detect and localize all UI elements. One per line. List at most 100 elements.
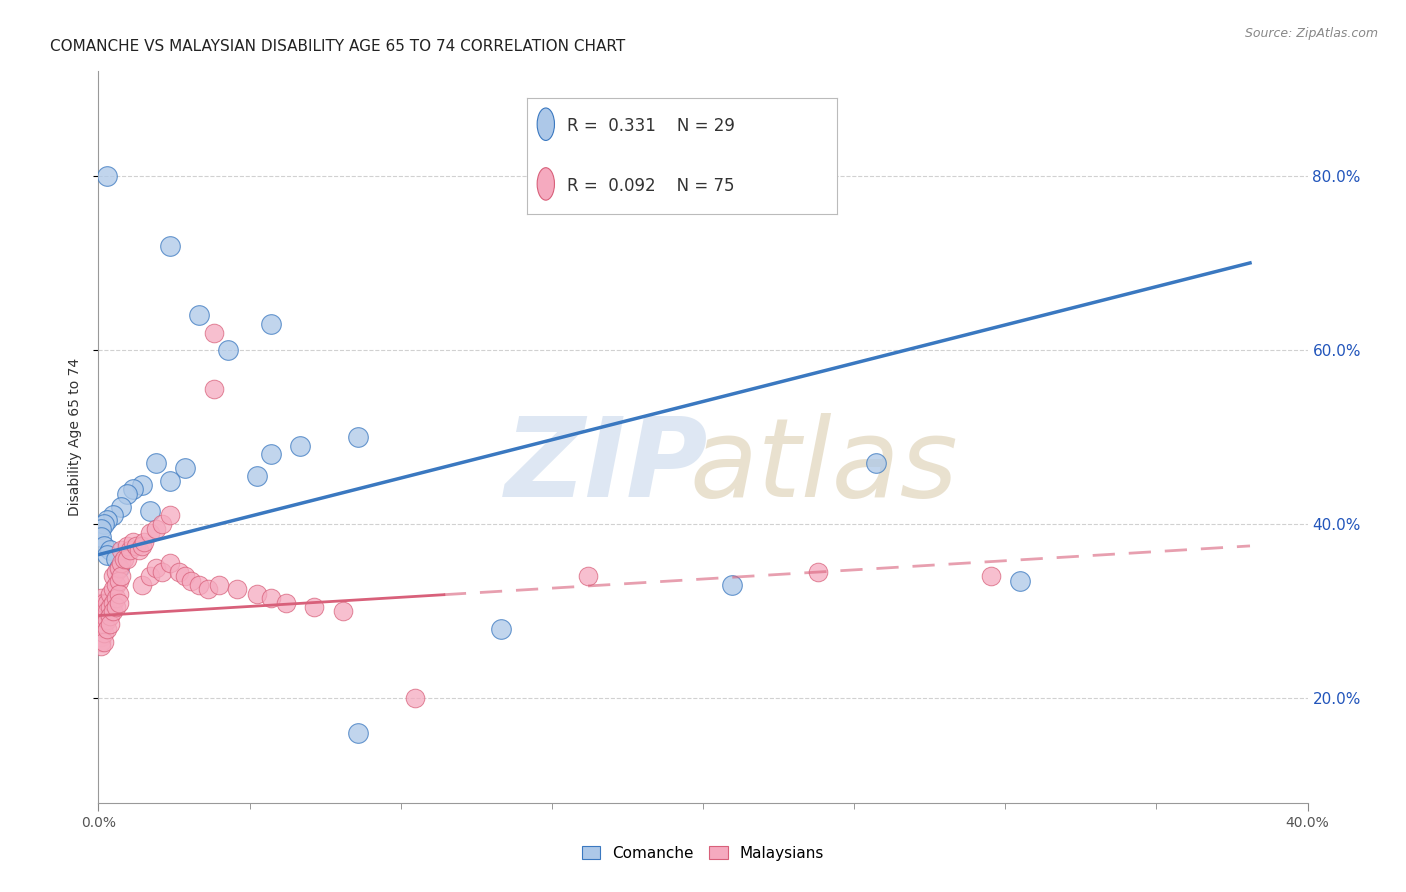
Point (93, 617, 115, 632)
Point (90, 530, 112, 544)
Point (115, 539, 138, 553)
Point (93, 539, 115, 553)
Point (145, 560, 167, 574)
Point (125, 539, 148, 553)
Point (110, 500, 132, 514)
Point (159, 474, 181, 488)
Point (131, 478, 153, 492)
Point (491, 622, 513, 636)
Point (93, 608, 115, 623)
Point (139, 569, 162, 583)
Point (96, 622, 118, 636)
Point (150, 517, 173, 532)
Point (107, 560, 129, 574)
Point (288, 439, 311, 453)
Point (101, 604, 124, 618)
Point (90, 595, 112, 609)
Point (131, 578, 153, 592)
Point (208, 578, 231, 592)
Point (90, 631, 112, 645)
Point (96, 513, 118, 527)
Point (98, 599, 121, 614)
Point (96, 595, 118, 609)
Point (159, 557, 181, 571)
Text: R =  0.092    N = 75: R = 0.092 N = 75 (568, 177, 735, 194)
Point (90, 622, 112, 636)
Point (720, 578, 742, 592)
Point (346, 430, 368, 444)
Point (145, 456, 167, 470)
Point (90, 521, 112, 535)
Point (90, 634, 112, 648)
Point (260, 317, 283, 331)
Point (110, 543, 132, 558)
Point (104, 565, 127, 579)
Point (110, 569, 132, 583)
Point (101, 508, 124, 523)
Point (346, 726, 368, 740)
Circle shape (537, 108, 554, 140)
Point (260, 591, 283, 606)
Legend: Comanche, Malaysians: Comanche, Malaysians (574, 838, 832, 868)
Point (96, 169, 118, 183)
Point (260, 448, 283, 462)
Point (115, 486, 138, 500)
Point (104, 578, 127, 592)
Point (96, 548, 118, 562)
Point (217, 343, 239, 357)
Text: atlas: atlas (689, 413, 959, 520)
Point (134, 534, 156, 549)
Point (90, 599, 112, 614)
Point (202, 382, 225, 396)
Point (90, 613, 112, 627)
Point (128, 543, 150, 558)
Point (159, 238, 181, 252)
Point (96, 613, 118, 627)
Point (304, 599, 326, 614)
Point (145, 521, 167, 535)
Point (93, 517, 115, 532)
Point (107, 595, 129, 609)
Point (96, 604, 118, 618)
Point (173, 569, 195, 583)
Point (188, 308, 211, 322)
Point (139, 525, 162, 540)
Point (90, 591, 112, 606)
Point (1008, 574, 1031, 588)
Point (122, 534, 145, 549)
Point (93, 626, 115, 640)
Point (101, 595, 124, 609)
Point (139, 504, 162, 518)
Point (807, 565, 830, 579)
Point (98, 608, 121, 623)
Point (150, 565, 173, 579)
Point (159, 508, 181, 523)
Point (120, 543, 142, 558)
Point (865, 456, 887, 470)
Point (274, 595, 297, 609)
Point (93, 604, 115, 618)
Point (90, 639, 112, 653)
Point (98, 543, 121, 558)
Point (93, 634, 115, 648)
Point (101, 582, 124, 597)
Point (173, 460, 195, 475)
Point (101, 569, 124, 583)
Point (122, 483, 145, 497)
Point (404, 691, 426, 706)
Point (110, 557, 132, 571)
Point (112, 552, 135, 566)
Point (197, 582, 219, 597)
Point (202, 326, 225, 340)
Text: COMANCHE VS MALAYSIAN DISABILITY AGE 65 TO 74 CORRELATION CHART: COMANCHE VS MALAYSIAN DISABILITY AGE 65 … (51, 38, 626, 54)
Point (225, 582, 247, 597)
Point (90, 608, 112, 623)
Y-axis label: Disability Age 65 to 74: Disability Age 65 to 74 (67, 358, 82, 516)
Point (98, 617, 121, 632)
Point (576, 569, 599, 583)
Point (131, 539, 153, 553)
Text: ZIP: ZIP (505, 413, 709, 520)
Point (980, 569, 1002, 583)
Point (180, 574, 202, 588)
Point (246, 469, 269, 483)
